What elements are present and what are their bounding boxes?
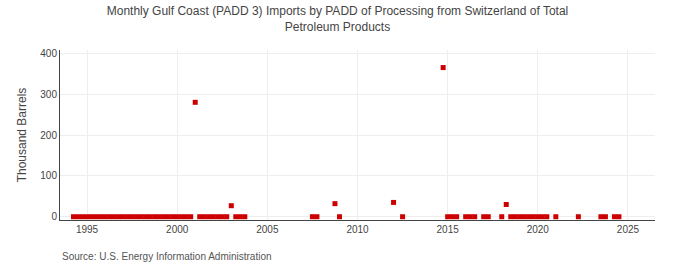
svg-text:200: 200 <box>40 130 57 141</box>
svg-text:Monthly Gulf Coast (PADD 3) Im: Monthly Gulf Coast (PADD 3) Imports by P… <box>107 4 569 34</box>
svg-text:Thousand Barrels: Thousand Barrels <box>15 88 29 183</box>
svg-text:1995: 1995 <box>76 224 99 235</box>
svg-text:400: 400 <box>40 48 57 59</box>
svg-text:Source: U.S. Energy Informatio: Source: U.S. Energy Information Administ… <box>62 251 272 262</box>
svg-text:2015: 2015 <box>437 224 460 235</box>
svg-text:300: 300 <box>40 89 57 100</box>
svg-text:2000: 2000 <box>166 224 189 235</box>
svg-text:2020: 2020 <box>527 224 550 235</box>
svg-text:100: 100 <box>40 170 57 181</box>
svg-text:0: 0 <box>51 211 57 222</box>
svg-text:2005: 2005 <box>256 224 279 235</box>
svg-text:2010: 2010 <box>346 224 369 235</box>
svg-text:2025: 2025 <box>617 224 640 235</box>
